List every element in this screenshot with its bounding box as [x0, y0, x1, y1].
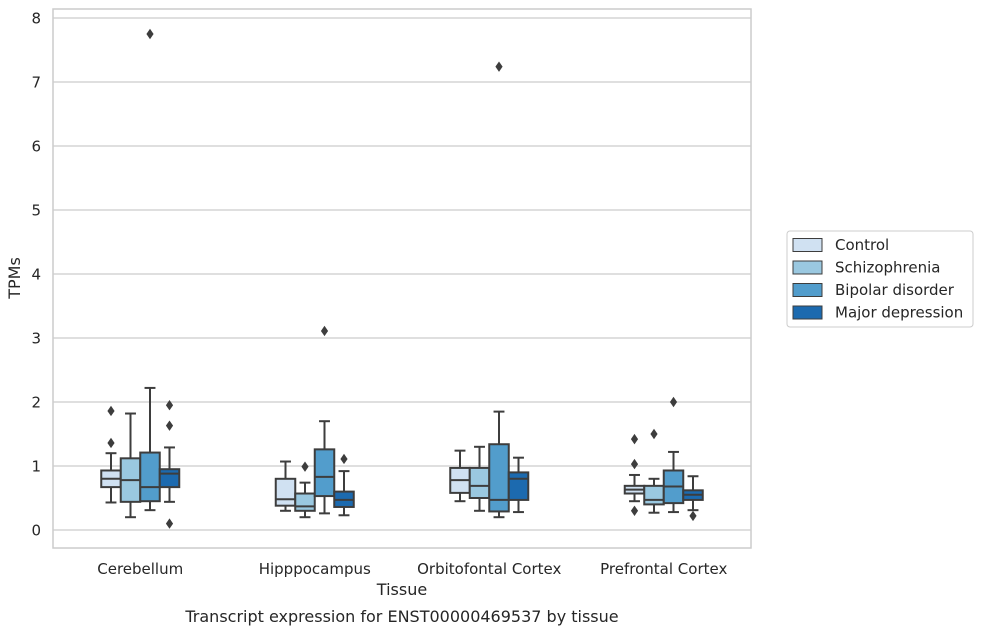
outlier-point [340, 453, 348, 465]
box-iqr [294, 492, 316, 512]
box [313, 325, 336, 515]
legend-label: Major depression [835, 304, 963, 322]
y-tick-labels: 0 1 2 3 4 5 6 7 8 [31, 10, 41, 540]
series-schizophrenia [119, 412, 665, 519]
box-iqr [158, 468, 181, 489]
box [643, 428, 665, 514]
box-iqr [468, 466, 491, 500]
series-control [100, 405, 646, 516]
legend-frame [786, 230, 974, 328]
y-tick-label: 3 [31, 330, 41, 348]
box [468, 445, 491, 512]
box-iqr [643, 484, 665, 506]
box-series [100, 28, 704, 529]
outlier-point [495, 61, 503, 72]
box [623, 433, 646, 516]
y-tick-label: 4 [31, 266, 41, 284]
y-tick-label: 5 [31, 202, 41, 220]
box [274, 460, 297, 512]
outlier-point [630, 458, 639, 470]
outlier-point [630, 433, 639, 445]
box [119, 412, 142, 519]
box [139, 28, 161, 512]
box-iqr [488, 443, 510, 513]
outlier-point [165, 420, 174, 431]
outlier-point [650, 428, 658, 440]
outlier-point [689, 510, 697, 522]
box [662, 396, 685, 514]
box [682, 475, 704, 522]
box-iqr [139, 451, 161, 503]
legend-swatch [792, 305, 823, 320]
y-tick-label: 1 [31, 458, 41, 476]
y-tick-label: 2 [31, 394, 41, 412]
outlier-point [107, 437, 115, 449]
box [507, 456, 530, 514]
box [294, 461, 316, 519]
legend-label: Schizophrenia [835, 259, 940, 277]
outlier-point [146, 28, 154, 40]
legend-swatch [792, 238, 823, 252]
y-tick-label: 6 [31, 138, 41, 156]
x-tick-label: Orbitofontal Cortex [417, 560, 561, 578]
plot-area-frame [52, 8, 752, 549]
x-tick-label: Cerebellum [97, 560, 183, 578]
x-tick-labels: Cerebellum Hipppocampus Orbitofontal Corte… [97, 560, 727, 578]
y-tick-label: 8 [31, 10, 41, 28]
box-iqr [274, 477, 297, 507]
box-iqr [507, 471, 530, 501]
x-axis-label: Tissue [376, 580, 427, 599]
outlier-point [630, 505, 639, 516]
outlier-point [669, 396, 678, 408]
box-iqr [313, 448, 336, 498]
x-tick-label: Hipppocampus [259, 560, 371, 578]
outlier-point [320, 325, 329, 337]
box [488, 61, 510, 519]
y-axis-label: TPMs [5, 257, 24, 300]
outlier-point [165, 400, 174, 411]
x-tick-label: Prefrontal Cortex [600, 560, 727, 578]
series-bipolar-disorder [139, 28, 685, 519]
legend-label: Control [835, 236, 889, 254]
y-tick-label: 7 [31, 74, 41, 92]
legend-swatch [792, 260, 823, 275]
chart-caption: Transcript expression for ENST0000046953… [184, 607, 618, 626]
box [449, 449, 471, 503]
box [158, 400, 181, 529]
y-tick-label: 0 [31, 522, 41, 540]
outlier-point [165, 518, 174, 529]
outlier-point [107, 405, 115, 417]
series-major-depression [158, 400, 704, 529]
box [333, 453, 355, 517]
legend-label: Bipolar disorder [835, 281, 955, 299]
box [100, 405, 122, 504]
outlier-point [301, 461, 309, 472]
legend: Control Schizophrenia Bipolar disorder Majo… [786, 230, 974, 328]
legend-swatch [792, 283, 823, 297]
